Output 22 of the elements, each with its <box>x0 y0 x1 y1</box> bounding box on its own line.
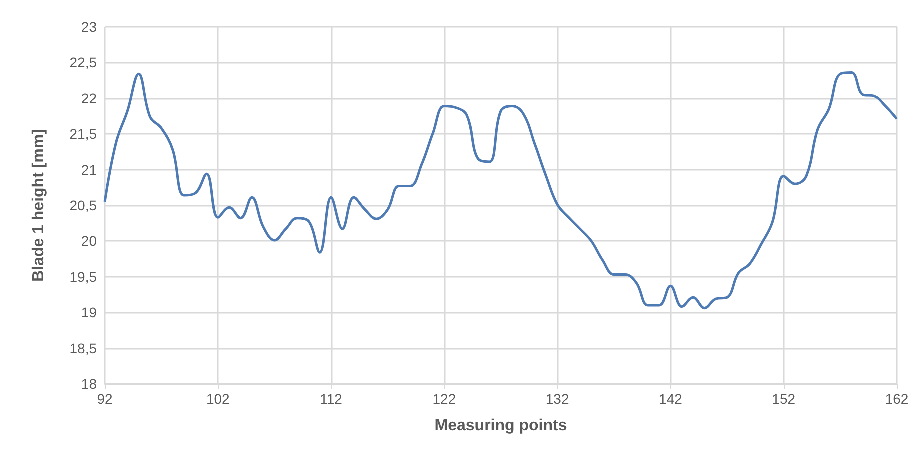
x-tick-label: 92 <box>97 391 113 407</box>
y-tick-label: 20 <box>81 233 98 250</box>
line-series <box>104 71 898 310</box>
x-axis-title: Measuring points <box>434 418 568 434</box>
x-tick-label: 142 <box>659 391 683 407</box>
x-tick-label: 162 <box>885 391 909 407</box>
y-tick-label: 18 <box>81 376 98 392</box>
y-tick-label: 23 <box>81 19 98 35</box>
y-tick-label: 19 <box>81 304 98 321</box>
x-tick-label: 102 <box>206 391 230 407</box>
y-tick-label: 22,5 <box>70 54 98 71</box>
y-tick-label: 18,5 <box>70 340 98 356</box>
x-tick-label: 122 <box>432 391 456 407</box>
y-tick-label: 21 <box>81 162 98 178</box>
x-tick-label: 112 <box>320 391 343 407</box>
y-tick-label: 20,5 <box>70 198 98 214</box>
x-tick-label: 152 <box>772 391 796 407</box>
y-tick-label: 19,5 <box>70 268 98 285</box>
y-tick-label: 22 <box>81 90 98 106</box>
y-axis-title: Blade 1 height [mm] <box>30 129 48 282</box>
x-tick-label: 132 <box>546 391 570 407</box>
y-tick-label: 21,5 <box>70 126 98 142</box>
